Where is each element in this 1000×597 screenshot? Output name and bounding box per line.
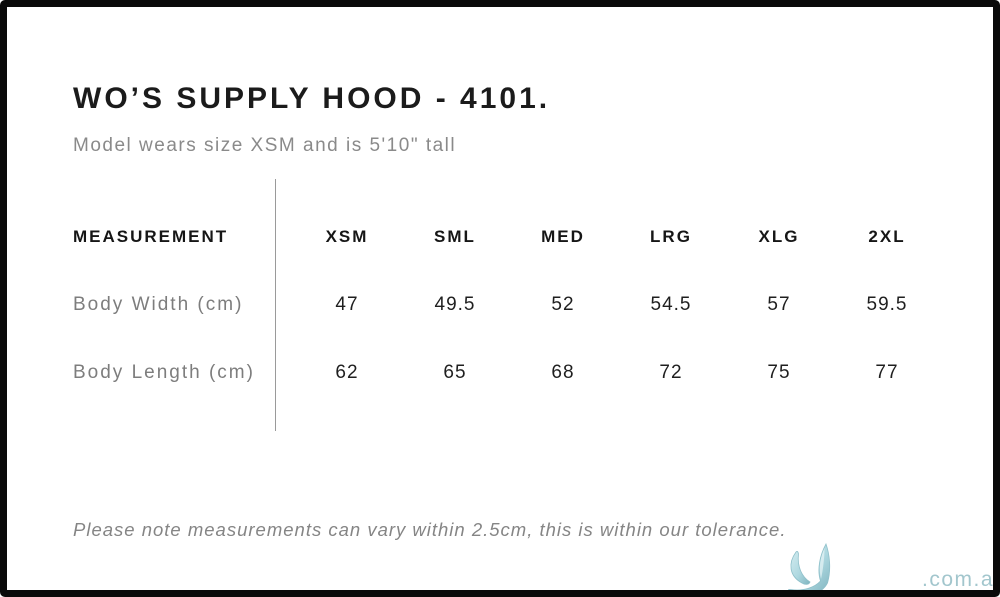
model-size-subtitle: Model wears size XSM and is 5'10" tall bbox=[73, 135, 457, 156]
row-label-body-length: Body Length (cm) bbox=[73, 362, 255, 383]
body-width-2xl: 59.5 bbox=[866, 294, 908, 315]
body-width-xsm: 47 bbox=[335, 294, 359, 315]
column-header-2xl: 2XL bbox=[868, 227, 906, 246]
body-length-2xl: 77 bbox=[875, 362, 899, 383]
body-width-sml: 49.5 bbox=[434, 294, 476, 315]
column-header-med: MED bbox=[541, 227, 585, 246]
body-width-med: 52 bbox=[551, 294, 575, 315]
body-width-xlg: 57 bbox=[767, 294, 791, 315]
brand-domain-suffix: .com.au bbox=[922, 568, 1000, 591]
column-header-xlg: XLG bbox=[758, 227, 800, 246]
column-header-lrg: LRG bbox=[650, 227, 692, 246]
row-label-body-width: Body Width (cm) bbox=[73, 294, 244, 315]
body-length-sml: 65 bbox=[443, 362, 467, 383]
u-leaf-logo-icon bbox=[787, 543, 831, 590]
body-length-lrg: 72 bbox=[659, 362, 683, 383]
body-width-lrg: 54.5 bbox=[650, 294, 692, 315]
table-column-divider bbox=[275, 179, 276, 431]
page-title: WO’S SUPPLY HOOD - 4101. bbox=[73, 82, 551, 115]
tolerance-note: Please note measurements can vary within… bbox=[73, 519, 787, 540]
body-length-xsm: 62 bbox=[335, 362, 359, 383]
column-header-measurement: MEASUREMENT bbox=[73, 227, 229, 246]
column-header-xsm: XSM bbox=[325, 227, 369, 246]
body-length-med: 68 bbox=[551, 362, 575, 383]
size-measurements-table: MEASUREMENT XSM SML MED LRG XLG 2XL Body… bbox=[73, 203, 941, 407]
column-header-sml: SML bbox=[434, 227, 476, 246]
body-length-xlg: 75 bbox=[767, 362, 791, 383]
